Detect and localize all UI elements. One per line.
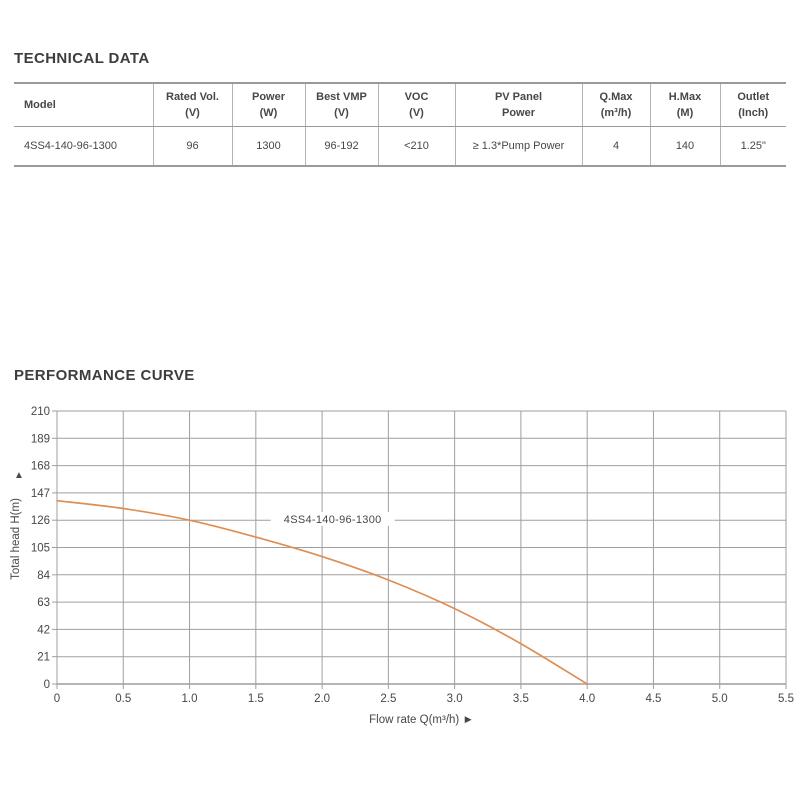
col-sublabel: (Inch) [738,107,769,119]
x-tick-label: 4.0 [579,693,595,705]
col-sublabel: (V) [185,107,200,119]
col-header-power: Power (W) [231,83,305,127]
col-sublabel: Power [501,107,535,119]
col-sublabel: (M) [676,107,694,119]
y-tick-label: 189 [31,433,50,445]
x-tick-label: 0 [54,693,60,705]
y-tick-label: 147 [31,488,50,500]
x-tick-label: 2.0 [314,693,330,705]
col-header-voc: VOC (V) [377,83,455,127]
col-header-q-max: Q.Max (m³/h) [581,83,650,127]
cell-q-max: 4 [581,126,650,166]
table-row: 4SS4-140-96-1300 96 1300 96-192 <210 ≥ 1… [14,126,786,166]
y-tick-label: 168 [31,461,50,473]
cell-pv-panel-power: ≥ 1.3*Pump Power [454,126,582,166]
col-sublabel: (V) [334,107,349,119]
x-tick-label: 1.0 [182,693,198,705]
y-axis-label: Total head H(m) [10,498,22,580]
cell-voc: <210 [377,126,455,166]
y-axis-arrow-icon: ▲ [14,470,24,481]
chart-gridlines [52,410,787,689]
x-tick-label: 5.5 [778,693,794,705]
performance-curve-heading: PERFORMANCE CURVE [14,367,195,384]
col-header-model: Model [14,83,153,127]
col-header-outlet: Outlet (Inch) [719,83,786,127]
col-label: Power [251,90,285,103]
cell-h-max: 140 [649,126,720,166]
col-header-pv-panel-power: PV Panel Power [454,83,582,127]
col-label: Best VMP [316,90,367,103]
x-tick-label: 0.5 [115,693,131,705]
col-label: Outlet [737,90,770,103]
table-header-row: Model Rated Vol. (V) Power (W) Best VMP … [14,83,786,127]
technical-data-heading: TECHNICAL DATA [14,50,150,67]
performance-curve-chart: 0 21 42 63 84 105 126 147 168 189 210 0 0.5 1.0 1.5 2.0… [10,406,794,726]
col-header-best-vmp: Best VMP (V) [304,83,378,127]
col-sublabel: (m³/h) [600,107,632,119]
col-label: PV Panel [494,90,543,103]
x-tick-label: 4.5 [645,693,661,705]
curve-label-backing [270,511,395,526]
cell-power: 1300 [231,126,305,166]
x-tick-labels: 0 0.5 1.0 1.5 2.0 2.5 3.0 3.5 4.0 4.5 5.0 5.5 [54,693,794,705]
x-axis-label: Flow rate Q(m³/h) ► [369,714,474,726]
col-label: Q.Max [599,90,633,103]
y-tick-label: 42 [37,624,50,636]
y-tick-label: 0 [44,679,50,691]
col-label: H.Max [668,90,702,103]
y-tick-labels: 0 21 42 63 84 105 126 147 168 189 210 [31,406,51,691]
x-tick-label: 5.0 [712,693,728,705]
technical-data-table: Model Rated Vol. (V) Power (W) Best VMP … [14,82,786,167]
col-label: Model [24,98,56,111]
cell-best-vmp: 96-192 [304,126,378,166]
cell-model: 4SS4-140-96-1300 [24,140,117,152]
y-tick-label: 84 [37,570,50,582]
col-header-h-max: H.Max (M) [649,83,720,127]
y-tick-label: 105 [31,543,50,555]
curve-label: 4SS4-140-96-1300 [284,514,382,526]
x-tick-label: 3.0 [447,693,463,705]
col-label: Rated Vol. [166,90,219,103]
pump-curve [56,499,589,685]
col-sublabel: (V) [409,107,424,119]
y-tick-label: 21 [37,652,50,664]
cell-rated-vol: 96 [152,126,232,166]
x-tick-label: 3.5 [513,693,529,705]
x-tick-label: 2.5 [380,693,396,705]
cell-outlet: 1.25" [719,126,786,166]
col-header-rated-vol: Rated Vol. (V) [152,83,232,127]
col-sublabel: (W) [259,107,278,119]
y-tick-label: 63 [37,597,50,609]
x-tick-label: 1.5 [248,693,264,705]
y-tick-label: 210 [31,406,50,418]
col-label: VOC [404,90,429,103]
y-tick-label: 126 [31,515,50,527]
